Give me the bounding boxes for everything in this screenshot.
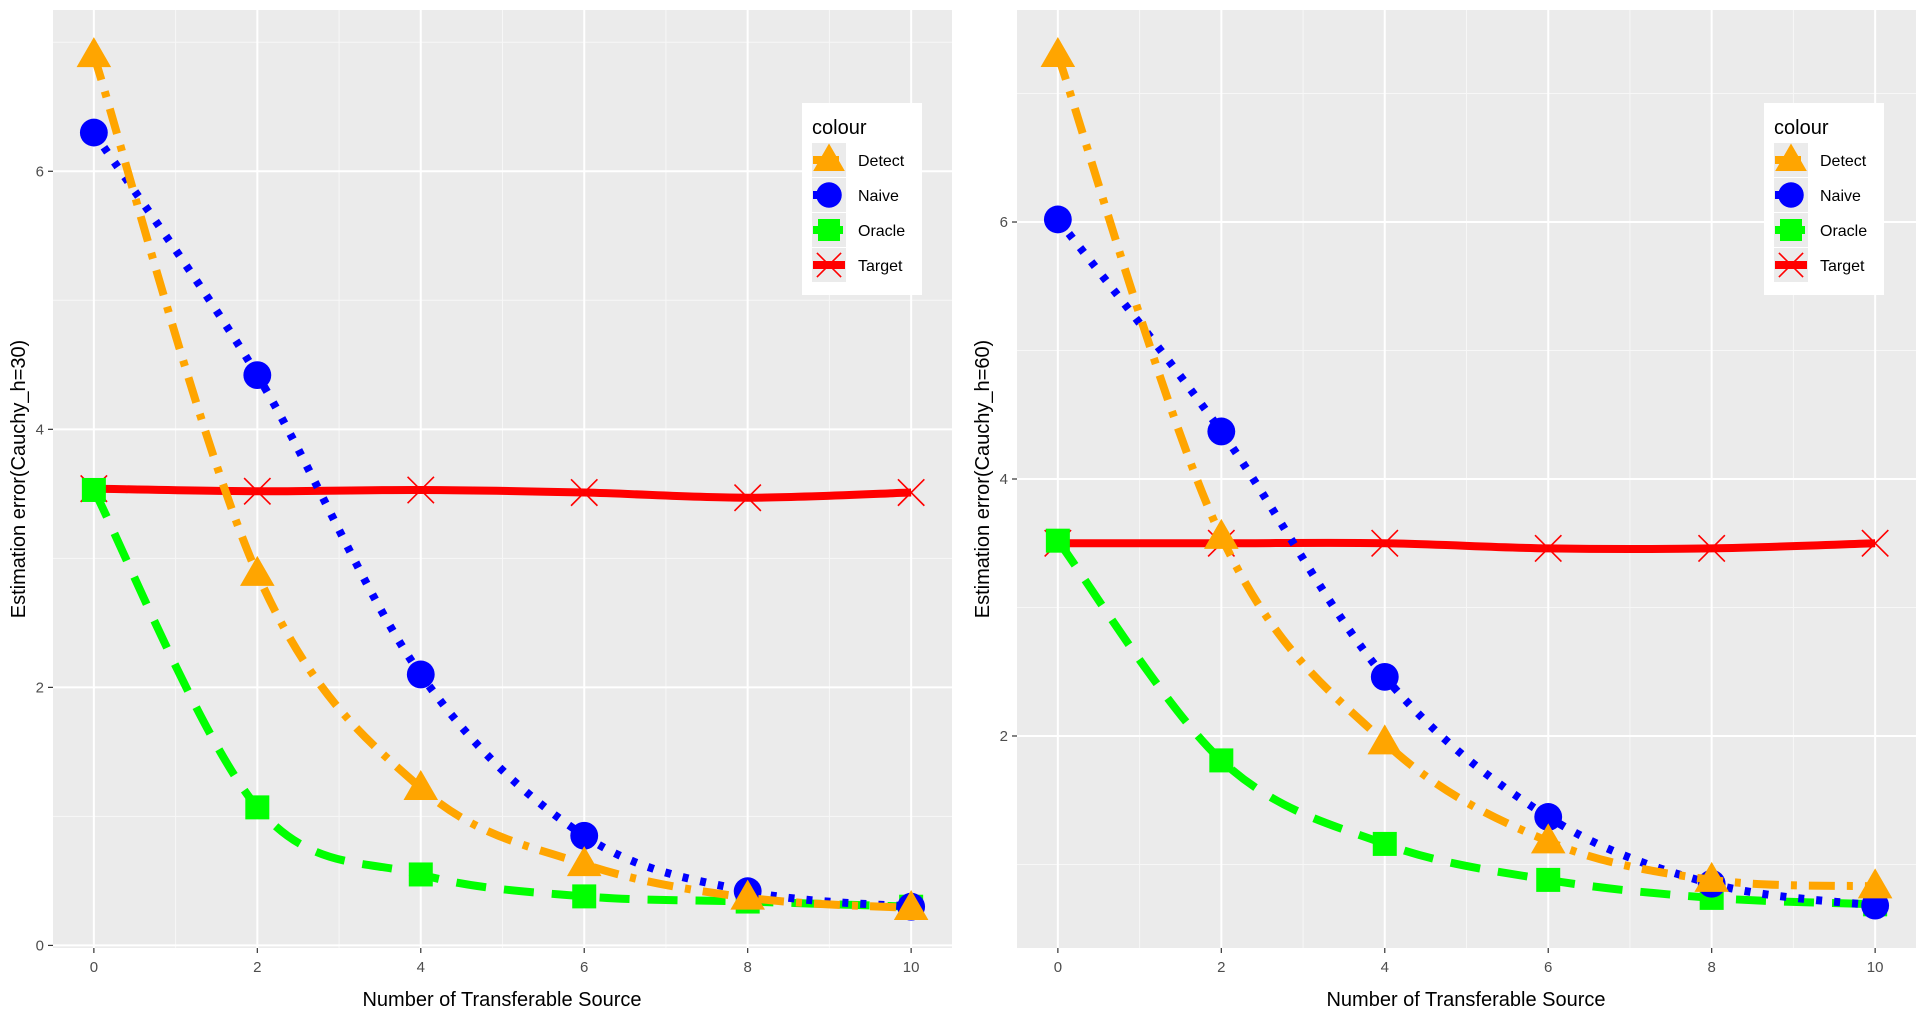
data-point-naive-10 bbox=[1861, 891, 1890, 920]
legend-key-marker-naive bbox=[816, 182, 842, 208]
legend-key-marker-detect bbox=[813, 143, 845, 171]
x-axis-title: Number of Transferable Source bbox=[362, 989, 641, 1011]
data-point-oracle-2 bbox=[245, 795, 270, 820]
x-tick-label: 10 bbox=[903, 959, 920, 976]
data-point-target-2 bbox=[243, 477, 272, 506]
data-point-oracle-0 bbox=[1045, 528, 1070, 553]
x-tick-label: 2 bbox=[1217, 959, 1225, 976]
data-point-target-8 bbox=[1697, 534, 1726, 563]
data-point-naive-0 bbox=[79, 118, 108, 147]
data-point-detect-0 bbox=[1040, 36, 1076, 67]
legend-label-target: Target bbox=[858, 258, 903, 275]
data-point-detect-0 bbox=[76, 37, 112, 68]
y-axis-title: Estimation error(Cauchy_h=30) bbox=[8, 340, 30, 618]
data-point-target-6 bbox=[570, 478, 598, 507]
data-point-detect-2 bbox=[1204, 518, 1239, 549]
series-line-oracle bbox=[1054, 538, 1876, 909]
legend-key-marker-naive bbox=[1778, 182, 1804, 208]
data-point-detect-8 bbox=[730, 879, 765, 910]
data-point-oracle-0 bbox=[81, 477, 106, 502]
data-point-detect-4 bbox=[1367, 724, 1403, 755]
legend-label-oracle: Oracle bbox=[1820, 223, 1867, 240]
x-tick-label: 4 bbox=[417, 959, 425, 976]
legend: colour Detect Naive Oracle Target bbox=[802, 103, 922, 295]
legend-key-marker-oracle bbox=[818, 219, 840, 241]
x-tick-label: 0 bbox=[1054, 959, 1062, 976]
data-point-target-10 bbox=[897, 478, 925, 507]
data-point-target-6 bbox=[1534, 534, 1562, 563]
series-detect bbox=[1040, 36, 1893, 899]
y-tick-label: 4 bbox=[36, 421, 44, 438]
data-point-detect-2 bbox=[240, 555, 275, 586]
data-point-naive-6 bbox=[1534, 803, 1563, 831]
legend-label-detect: Detect bbox=[1820, 153, 1867, 170]
y-tick-label: 0 bbox=[36, 937, 44, 954]
x-tick-label: 0 bbox=[90, 959, 98, 976]
data-point-target-4 bbox=[1371, 529, 1399, 558]
data-point-detect-10 bbox=[1857, 868, 1893, 899]
series-line-target bbox=[93, 484, 912, 502]
data-point-naive-2 bbox=[243, 361, 272, 390]
x-tick-label: 4 bbox=[1381, 959, 1389, 976]
y-tick-label: 2 bbox=[36, 679, 44, 696]
legend-title: colour bbox=[812, 117, 867, 139]
legend-label-oracle: Oracle bbox=[858, 223, 905, 240]
data-point-naive-0 bbox=[1043, 205, 1072, 234]
data-point-oracle-2 bbox=[1209, 748, 1234, 773]
x-tick-label: 2 bbox=[253, 959, 261, 976]
y-tick-label: 6 bbox=[1000, 214, 1008, 231]
legend-label-target: Target bbox=[1820, 258, 1865, 275]
data-point-oracle-6 bbox=[1536, 867, 1561, 892]
x-tick-label: 8 bbox=[744, 959, 752, 976]
legend-key-marker-oracle bbox=[1780, 219, 1802, 241]
data-point-naive-2 bbox=[1207, 417, 1236, 446]
x-tick-label: 8 bbox=[1708, 959, 1716, 976]
data-point-detect-8 bbox=[1694, 861, 1729, 892]
y-tick-label: 6 bbox=[36, 163, 44, 180]
series-line-naive bbox=[90, 130, 912, 911]
legend-label-naive: Naive bbox=[858, 188, 899, 205]
data-point-oracle-4 bbox=[1372, 831, 1397, 856]
legend-label-naive: Naive bbox=[1820, 188, 1861, 205]
legend-key-marker-detect bbox=[1775, 143, 1807, 171]
data-point-detect-4 bbox=[403, 770, 439, 801]
data-point-detect-10 bbox=[893, 890, 929, 921]
data-point-target-10 bbox=[1861, 529, 1889, 558]
data-point-target-4 bbox=[407, 476, 435, 504]
legend-label-detect: Detect bbox=[858, 153, 905, 170]
legend: colour Detect Naive Oracle Target bbox=[1764, 103, 1884, 295]
data-point-oracle-6 bbox=[572, 884, 597, 909]
y-axis-title: Estimation error(Cauchy_h=60) bbox=[972, 340, 994, 618]
data-point-naive-4 bbox=[406, 660, 435, 689]
data-point-naive-6 bbox=[570, 821, 599, 850]
series-line-target bbox=[1057, 538, 1876, 554]
data-point-detect-6 bbox=[1530, 823, 1566, 854]
data-point-naive-4 bbox=[1370, 662, 1399, 691]
x-tick-label: 6 bbox=[1544, 959, 1552, 976]
chart-panel-1: 0 2 4 6 8 10 0 2 4 6 Number of Transferable Source… bbox=[8, 10, 952, 1011]
data-point-detect-6 bbox=[566, 846, 602, 877]
legend-key-marker-target bbox=[816, 252, 842, 278]
chart-panel-2: 0 2 4 6 8 10 2 4 6 Number of Transferable Source E… bbox=[972, 10, 1916, 1011]
series-detect bbox=[76, 37, 929, 921]
y-tick-label: 2 bbox=[1000, 728, 1008, 745]
legend-title: colour bbox=[1774, 117, 1829, 139]
x-tick-label: 10 bbox=[1867, 959, 1884, 976]
legend-key-marker-target bbox=[1778, 252, 1804, 278]
y-tick-label: 4 bbox=[1000, 471, 1008, 488]
data-point-target-8 bbox=[733, 483, 762, 512]
x-axis-title: Number of Transferable Source bbox=[1326, 989, 1605, 1011]
data-point-oracle-4 bbox=[408, 862, 433, 887]
x-tick-label: 6 bbox=[580, 959, 588, 976]
